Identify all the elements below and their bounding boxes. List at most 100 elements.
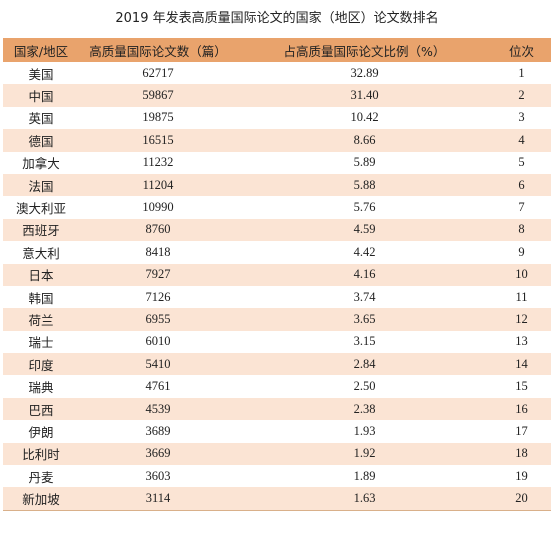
table-row: 德国 16515 8.66 4 [3,129,551,152]
cell-share: 8.66 [353,132,376,147]
cell-country: 英国 [28,111,54,127]
table-row: 日本 7927 4.16 10 [3,263,551,286]
cell-paper-count: 7927 [145,267,171,282]
cell-paper-count: 7126 [145,289,171,304]
table-row: 瑞士 6010 3.15 13 [3,330,551,354]
cell-paper-count: 3603 [145,468,171,483]
cell-rank: 19 [515,468,528,483]
cell-paper-count: 4761 [145,379,171,394]
table-row: 韩国 7126 3.74 11 [3,285,551,309]
table-row: 美国 62717 32.89 1 [3,62,551,85]
cell-paper-count: 8760 [145,222,171,237]
cell-rank: 5 [518,155,525,170]
table-header-row: 国家/地区 高质量国际论文数（篇） 占高质量国际论文比例（%） 位次 [3,38,551,62]
cell-country: 荷兰 [28,312,54,328]
cell-country: 印度 [28,357,54,373]
cell-share: 3.74 [353,289,376,304]
cell-country: 比利时 [22,447,60,463]
cell-country: 巴西 [28,402,54,418]
cell-share: 4.42 [353,244,376,259]
cell-country: 西班牙 [22,223,60,239]
cell-share: 5.76 [353,200,376,215]
cell-country: 韩国 [28,290,54,306]
cell-rank: 18 [515,446,528,461]
table-row: 比利时 3669 1.92 18 [3,442,551,466]
cell-paper-count: 3669 [145,446,171,461]
cell-share: 32.89 [350,65,379,80]
cell-paper-count: 62717 [142,65,174,80]
table-row: 西班牙 8760 4.59 8 [3,218,551,242]
table-row: 巴西 4539 2.38 16 [3,397,551,421]
table-row: 加拿大 11232 5.89 5 [3,151,551,174]
cell-rank: 9 [518,244,525,259]
table-row: 丹麦 3603 1.89 19 [3,465,551,488]
header-share: 占高质量国际论文比例（%） [283,43,446,59]
cell-share: 1.89 [353,468,376,483]
cell-paper-count: 16515 [142,132,174,147]
cell-share: 4.16 [353,267,376,282]
cell-country: 丹麦 [28,469,54,485]
cell-share: 2.50 [353,379,376,394]
table-bottom-border [3,509,551,511]
cell-share: 1.63 [353,491,376,506]
cell-share: 3.65 [353,311,376,326]
cell-rank: 10 [515,267,528,282]
cell-rank: 7 [518,200,525,215]
table-row: 新加坡 3114 1.63 20 [3,487,551,510]
header-rank: 位次 [508,43,534,59]
cell-country: 新加坡 [22,492,60,508]
cell-share: 10.42 [350,110,379,125]
cell-share: 5.89 [353,155,376,170]
cell-paper-count: 6955 [145,311,171,326]
cell-paper-count: 5410 [145,356,171,371]
table-row: 意大利 8418 4.42 9 [3,241,551,264]
cell-country: 日本 [28,268,54,284]
cell-paper-count: 6010 [145,334,171,349]
cell-paper-count: 19875 [142,110,174,125]
cell-share: 1.93 [353,423,376,438]
cell-rank: 17 [515,423,528,438]
cell-country: 伊朗 [28,424,54,440]
table-title: 2019 年发表高质量国际论文的国家（地区）论文数排名 [115,11,439,26]
cell-paper-count: 4539 [145,401,171,416]
cell-rank: 16 [515,401,528,416]
ranking-table: 国家/地区 高质量国际论文数（篇） 占高质量国际论文比例（%） 位次 美国 627… [3,38,551,510]
cell-rank: 12 [515,311,528,326]
cell-paper-count: 11204 [142,177,174,192]
cell-rank: 8 [518,222,525,237]
cell-paper-count: 8418 [145,244,171,259]
header-paper-count: 高质量国际论文数（篇） [89,43,227,59]
cell-share: 2.38 [353,401,376,416]
cell-rank: 11 [515,289,528,304]
cell-rank: 1 [518,65,525,80]
table-row: 法国 11204 5.88 6 [3,173,551,197]
cell-share: 1.92 [353,446,376,461]
cell-paper-count: 3114 [145,491,171,506]
cell-rank: 3 [518,110,525,125]
cell-country: 瑞士 [28,335,54,351]
table-row: 荷兰 6955 3.65 12 [3,308,551,331]
cell-share: 4.59 [353,222,376,237]
cell-rank: 14 [515,356,528,371]
header-country: 国家/地区 [13,43,69,59]
cell-country: 法国 [28,178,54,194]
cell-country: 中国 [28,89,54,105]
cell-paper-count: 3689 [145,423,171,438]
table-row: 伊朗 3689 1.93 17 [3,420,551,443]
cell-country: 加拿大 [22,156,60,172]
cell-country: 意大利 [22,245,60,261]
cell-country: 美国 [28,66,54,82]
cell-share: 2.84 [353,356,376,371]
cell-share: 3.15 [353,334,376,349]
table-body: 美国 62717 32.89 1 中国 59867 31.40 2 英国 19875 10.42 3 德… [3,62,551,510]
cell-rank: 15 [515,379,528,394]
table-row: 瑞典 4761 2.50 15 [3,375,551,398]
cell-paper-count: 11232 [142,155,174,170]
cell-rank: 6 [518,177,525,192]
cell-rank: 13 [515,334,528,349]
cell-rank: 20 [515,491,528,506]
cell-paper-count: 10990 [142,200,174,215]
cell-country: 瑞典 [28,380,54,396]
cell-rank: 2 [518,88,525,103]
cell-country: 德国 [28,133,54,149]
